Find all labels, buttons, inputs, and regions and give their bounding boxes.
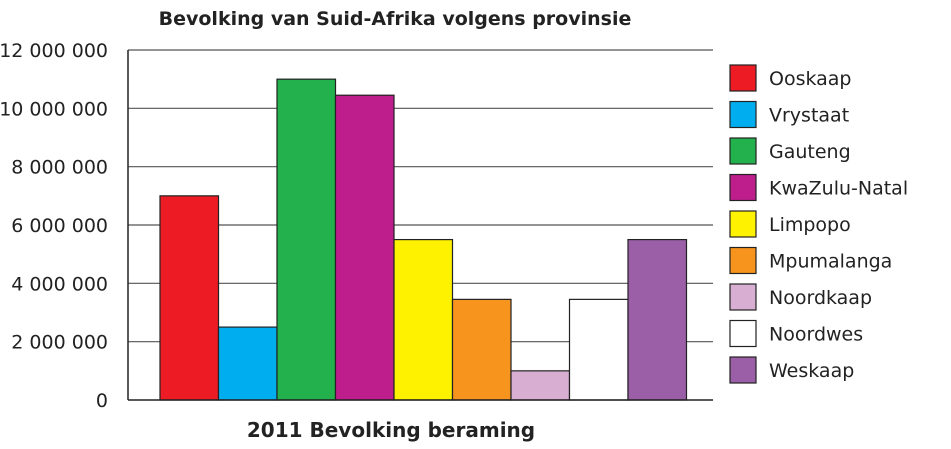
y-tick-label: 4 000 000 [11, 273, 108, 295]
y-axis-ticks: 0 2 000 000 4 000 000 6 000 000 8 000 000 10 … [0, 40, 108, 412]
y-tick-label: 0 [96, 390, 108, 412]
bar-mpumalanga [451, 298, 512, 401]
legend-swatch-ooskaap [729, 64, 757, 92]
legend-swatch-noordkaap [729, 283, 757, 311]
y-tick-label: 6 000 000 [11, 215, 108, 237]
bar-kwazulu-natal [334, 94, 395, 401]
legend-swatch-mpumalanga [729, 246, 757, 275]
bar-limpopo [393, 238, 454, 401]
legend-swatch-gauteng [729, 137, 757, 165]
bar-noordkaap [510, 370, 571, 401]
legend: Ooskaap Vrystaat Gauteng KwaZulu-Natal Limpo… [729, 64, 908, 384]
legend-label-weskaap: Weskaap [769, 360, 854, 382]
bar-vrystaat [217, 326, 278, 401]
bar-noordwes [568, 298, 629, 401]
legend-label-vrystaat: Vrystaat [769, 105, 849, 127]
legend-swatch-vrystaat [729, 100, 757, 129]
legend-swatch-limpopo [729, 210, 757, 238]
y-tick-label: 10 000 000 [0, 98, 108, 120]
legend-label-limpopo: Limpopo [769, 214, 851, 236]
legend-label-noordkaap: Noordkaap [769, 287, 872, 309]
y-tick-label: 12 000 000 [0, 40, 108, 62]
bar-weskaap [627, 238, 688, 401]
legend-label-ooskaap: Ooskaap [769, 68, 852, 90]
legend-label-noordwes: Noordwes [769, 324, 863, 346]
legend-swatch-weskaap [729, 356, 757, 384]
y-tick-label: 2 000 000 [11, 332, 108, 354]
bar-ooskaap [159, 195, 220, 401]
legend-label-gauteng: Gauteng [769, 141, 851, 163]
bars [159, 78, 688, 401]
bar-gauteng [276, 78, 337, 401]
legend-label-kwazulu-natal: KwaZulu-Natal [769, 178, 908, 200]
x-axis-label: 2011 Bevolking beraming [247, 418, 535, 442]
legend-swatch-noordwes [729, 319, 757, 348]
chart-title: Bevolking van Suid-Afrika volgens provin… [159, 8, 632, 30]
legend-swatch-kwazulu-natal [729, 173, 757, 202]
legend-label-mpumalanga: Mpumalanga [769, 251, 892, 273]
y-tick-label: 8 000 000 [11, 157, 108, 179]
